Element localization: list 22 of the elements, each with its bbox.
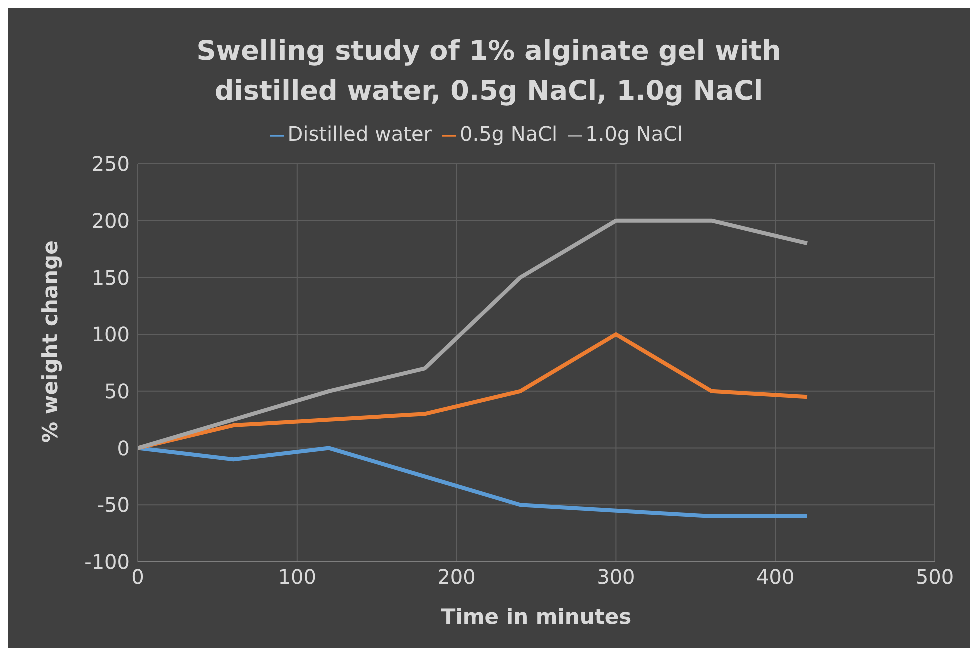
- x-tick-label: 400: [756, 565, 795, 590]
- x-tick-label: 500: [916, 565, 954, 590]
- y-tick-label: 0: [117, 436, 130, 460]
- legend-label: 0.5g NaCl: [460, 122, 558, 146]
- line-series: [138, 446, 810, 519]
- legend-label: Distilled water: [288, 122, 432, 146]
- y-axis-title: % weight change: [38, 240, 62, 443]
- y-tick-label: 100: [92, 322, 130, 347]
- x-axis-title: Time in minutes: [441, 605, 632, 629]
- y-tick-label: -100: [84, 550, 130, 574]
- line-series: [138, 332, 810, 450]
- y-tick-label: 150: [92, 266, 130, 290]
- x-tick-label: 300: [597, 565, 636, 590]
- y-tick-label: 250: [92, 152, 130, 176]
- chart-title: Swelling study of 1% alginate gel with distilled water, 0.5g NaCl, 1.0g NaCl: [196, 35, 782, 109]
- y-tick-label: 200: [92, 208, 130, 233]
- line-series: [138, 218, 810, 450]
- y-tick-label: 50: [104, 380, 130, 404]
- y-tick-label: -50: [97, 493, 130, 518]
- x-tick-label: 200: [438, 565, 476, 590]
- x-tick-label: 100: [278, 565, 316, 590]
- legend-label: 1.0g NaCl: [586, 122, 684, 146]
